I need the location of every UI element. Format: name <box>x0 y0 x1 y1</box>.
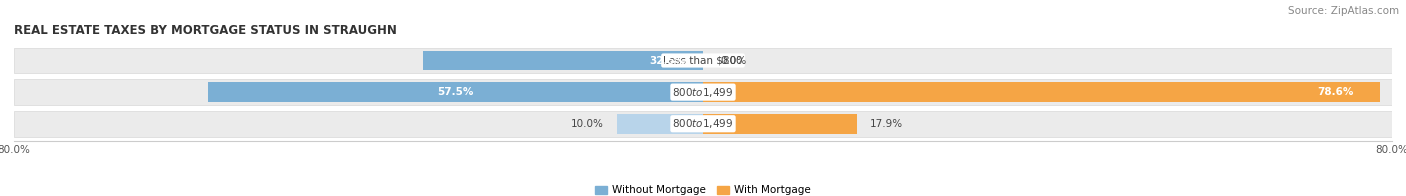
Bar <box>703 82 1379 102</box>
Text: 32.5%: 32.5% <box>650 55 686 65</box>
Text: 10.0%: 10.0% <box>571 119 605 129</box>
Text: 57.5%: 57.5% <box>437 87 474 97</box>
Text: Source: ZipAtlas.com: Source: ZipAtlas.com <box>1288 6 1399 16</box>
Text: 17.9%: 17.9% <box>870 119 903 129</box>
Bar <box>423 51 703 70</box>
Bar <box>703 114 858 133</box>
Text: $800 to $1,499: $800 to $1,499 <box>672 117 734 130</box>
Bar <box>617 114 703 133</box>
Text: Less than $800: Less than $800 <box>664 55 742 65</box>
Bar <box>14 48 1392 74</box>
Text: REAL ESTATE TAXES BY MORTGAGE STATUS IN STRAUGHN: REAL ESTATE TAXES BY MORTGAGE STATUS IN … <box>14 24 396 37</box>
Bar <box>14 111 1392 137</box>
Bar <box>208 82 703 102</box>
Text: $800 to $1,499: $800 to $1,499 <box>672 86 734 99</box>
Legend: Without Mortgage, With Mortgage: Without Mortgage, With Mortgage <box>591 181 815 196</box>
Bar <box>14 79 1392 105</box>
Text: 0.0%: 0.0% <box>720 55 747 65</box>
Text: 78.6%: 78.6% <box>1317 87 1354 97</box>
